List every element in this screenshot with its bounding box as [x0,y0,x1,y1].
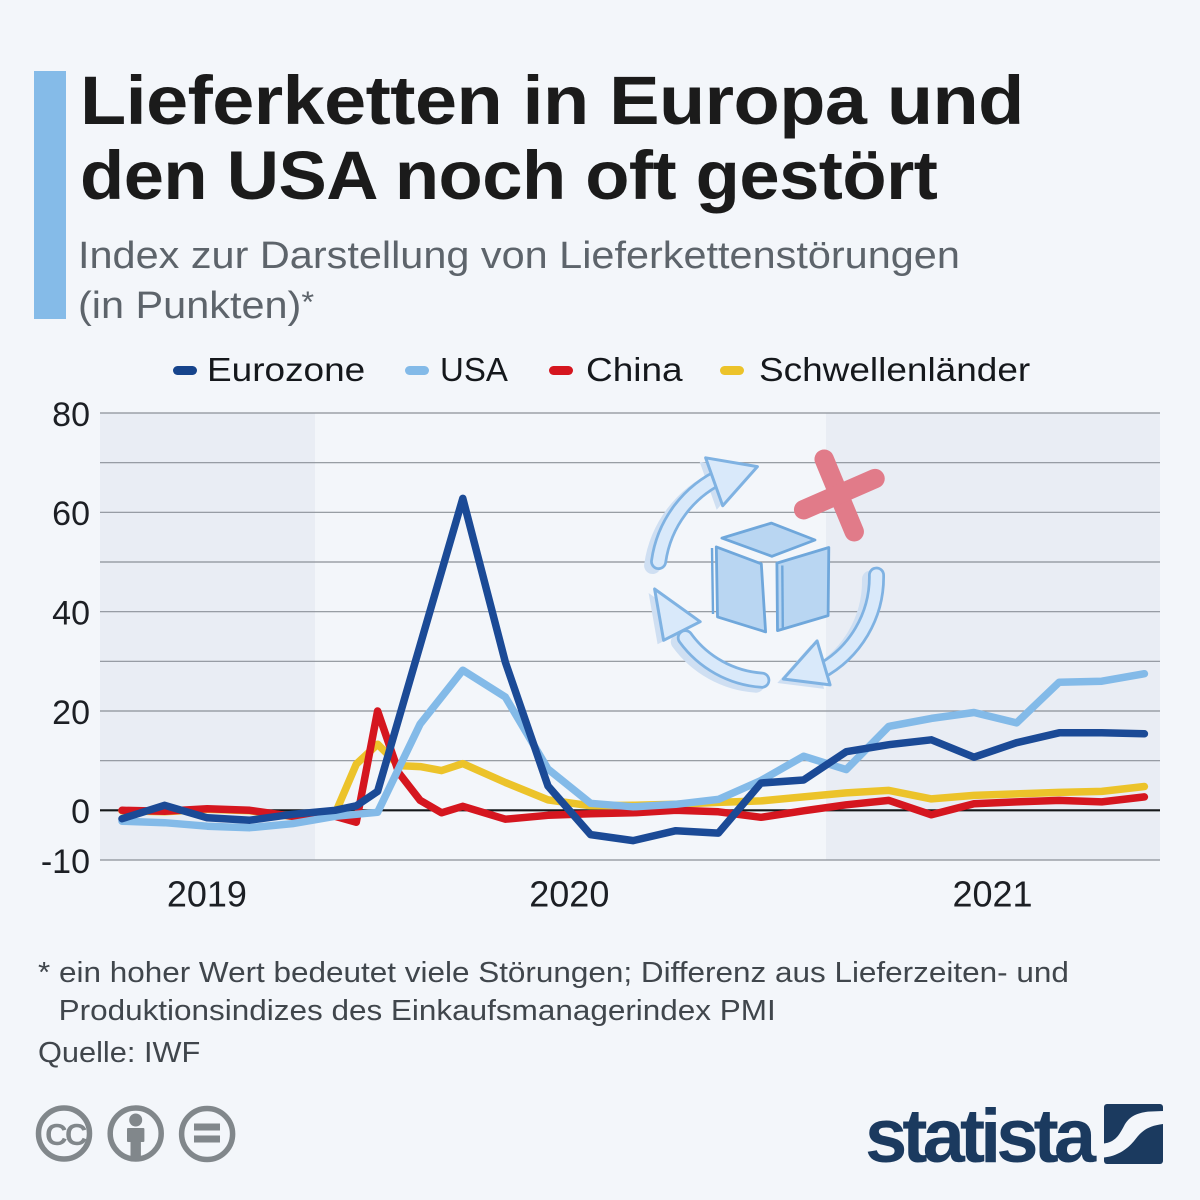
svg-text:CC: CC [45,1117,87,1152]
svg-text:-10: -10 [41,843,90,881]
svg-text:60: 60 [52,495,90,533]
svg-text:statista: statista [865,1094,1097,1168]
svg-text:40: 40 [52,595,90,633]
svg-text:2019: 2019 [167,874,247,915]
svg-text:20: 20 [52,694,90,732]
svg-text:2020: 2020 [529,874,609,915]
svg-text:80: 80 [52,396,90,434]
svg-text:2021: 2021 [952,874,1032,915]
svg-text:0: 0 [71,793,90,831]
